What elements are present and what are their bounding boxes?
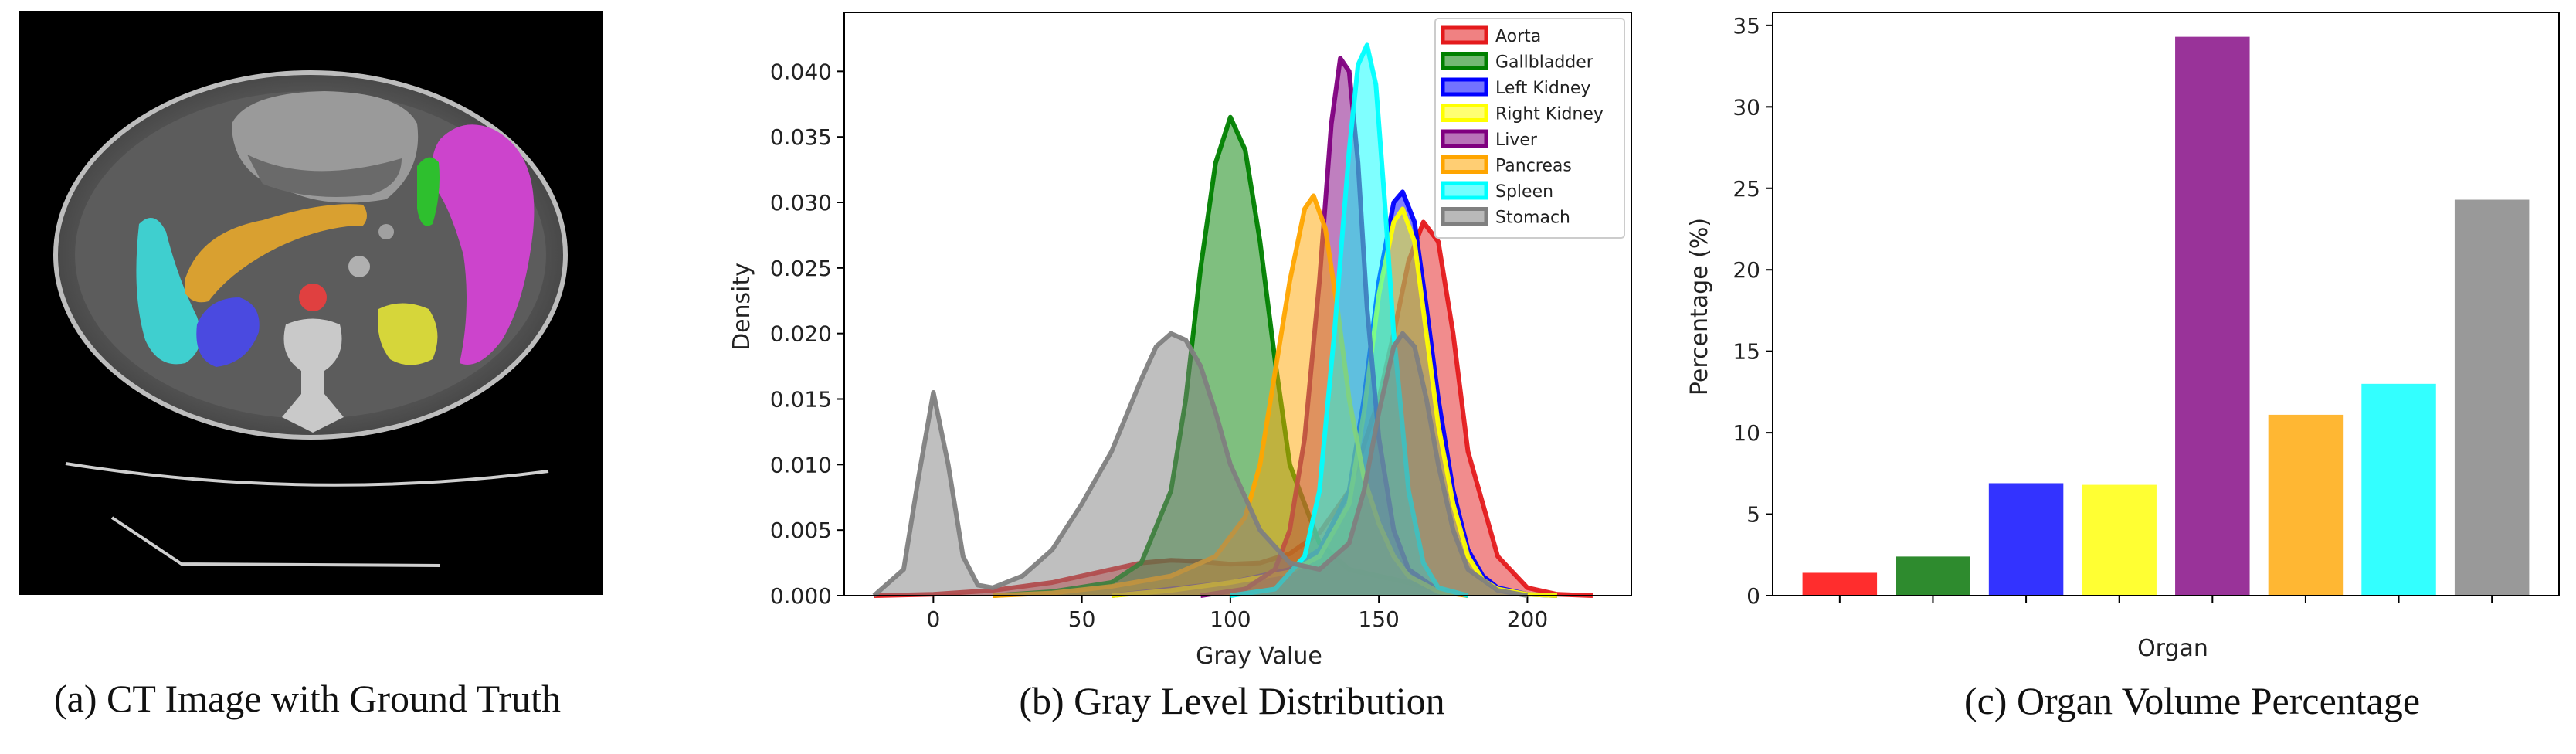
bar-y-tick-label: 0 [1746, 583, 1760, 609]
bar-y-tick-label: 15 [1733, 339, 1760, 365]
density-x-tick-label: 100 [1210, 606, 1251, 632]
caption-b: (b) Gray Level Distribution [1019, 679, 1444, 722]
density-area-spleen [1230, 45, 1468, 596]
legend-label-stomach: Stomach [1495, 209, 1570, 228]
density-y-tick-label: 0.020 [770, 321, 832, 347]
legend-swatch-gallbladder [1441, 52, 1488, 70]
density-y-tick-label: 0.030 [770, 190, 832, 216]
ct-vertebra [282, 318, 344, 433]
density-x-tick-label: 150 [1358, 606, 1399, 632]
bar-y-tick-label: 35 [1733, 13, 1760, 39]
density-ticks: 0 50 100 150 200 0.000 0.005 0.010 0.015 0.020 0.0… [770, 59, 1548, 632]
bar-series [1802, 36, 2530, 596]
density-chart: 0 50 100 150 200 0.000 0.005 0.010 0.015 0.020 0.0… [728, 12, 1632, 722]
ct-table-line [65, 462, 549, 487]
bar-x-axis-label: Organ [2137, 635, 2208, 662]
bar-gallbladder [1896, 556, 1970, 596]
bar-plot-frame [1772, 12, 2560, 596]
bar-y-tick-label: 10 [1733, 420, 1760, 446]
density-y-tick-label: 0.010 [770, 452, 832, 477]
density-plot-frame [843, 12, 1632, 596]
density-legend: Aorta Gallbladder Left Kidney Right Kidney L… [1434, 18, 1625, 239]
bar-stomach [2454, 199, 2530, 596]
density-y-tick-label: 0.015 [770, 387, 832, 413]
ct-pancreas [185, 204, 367, 303]
bar-y-tick-label: 5 [1746, 502, 1760, 528]
ct-vessel-2 [378, 224, 394, 239]
density-y-tick-label: 0.000 [770, 583, 832, 609]
density-series [872, 42, 1593, 598]
ct-aorta [299, 284, 327, 311]
ct-image-panel: (a) CT Image with Ground Truth [19, 11, 603, 720]
legend-label-left-kidney: Left Kidney [1495, 79, 1590, 98]
legend-label-aorta: Aorta [1495, 27, 1541, 46]
density-x-axis-label: Gray Value [1196, 643, 1322, 670]
ct-image [53, 70, 568, 567]
volume-bar-chart: 0 5 10 15 20 25 30 35 Organ Percentage (%) (c) … [1686, 12, 2560, 722]
legend-label-pancreas: Pancreas [1495, 157, 1572, 176]
density-y-axis-label: Density [728, 263, 755, 351]
bar-y-axis-label: Percentage (%) [1686, 218, 1713, 396]
bar-aorta [1802, 572, 1878, 596]
density-line-stomach [872, 331, 1528, 598]
ct-right-kidney [378, 303, 438, 365]
legend-swatch-pancreas [1441, 155, 1488, 174]
bar-spleen [2361, 383, 2436, 596]
legend-swatch-liver [1441, 129, 1488, 148]
legend-label-spleen: Spleen [1495, 182, 1553, 202]
caption-a: (a) CT Image with Ground Truth [54, 677, 561, 720]
bar-y-tick-label: 25 [1733, 176, 1760, 202]
legend-label-right-kidney: Right Kidney [1495, 105, 1604, 124]
bar-ticks: 0 5 10 15 20 25 30 35 [1733, 13, 2493, 609]
density-area-gallbladder [993, 117, 1468, 596]
density-y-tick-label: 0.005 [770, 518, 832, 543]
legend-swatch-aorta [1441, 25, 1488, 45]
density-x-tick-label: 0 [926, 606, 940, 632]
density-legend-box [1434, 18, 1625, 239]
legend-label-gallbladder: Gallbladder [1495, 53, 1594, 73]
bar-y-tick-label: 20 [1733, 257, 1760, 283]
density-area-stomach [874, 333, 1528, 596]
legend-label-liver: Liver [1495, 131, 1538, 150]
legend-swatch-spleen [1441, 181, 1488, 200]
ct-table-line-2 [110, 516, 441, 567]
density-x-tick-label: 200 [1507, 606, 1548, 632]
density-y-tick-label: 0.035 [770, 124, 832, 150]
legend-swatch-left-kidney [1441, 77, 1488, 97]
ct-left-kidney [196, 297, 260, 367]
caption-c: (c) Organ Volume Percentage [1964, 679, 2420, 722]
bar-left-kidney [1988, 483, 2064, 596]
density-y-tick-label: 0.025 [770, 256, 832, 281]
legend-swatch-stomach [1441, 207, 1488, 226]
density-x-tick-label: 50 [1068, 606, 1096, 632]
ct-liver [431, 124, 535, 365]
legend-swatch-right-kidney [1441, 104, 1488, 122]
bar-pancreas [2268, 414, 2344, 596]
ct-stomach-lumen [247, 155, 402, 197]
bar-liver [2175, 36, 2250, 596]
bar-y-tick-label: 30 [1733, 94, 1760, 120]
ct-vessel [348, 256, 370, 277]
bar-right-kidney [2082, 484, 2157, 596]
density-y-tick-label: 0.040 [770, 59, 832, 84]
ct-gallbladder [417, 157, 440, 226]
ct-spleen [136, 218, 201, 365]
